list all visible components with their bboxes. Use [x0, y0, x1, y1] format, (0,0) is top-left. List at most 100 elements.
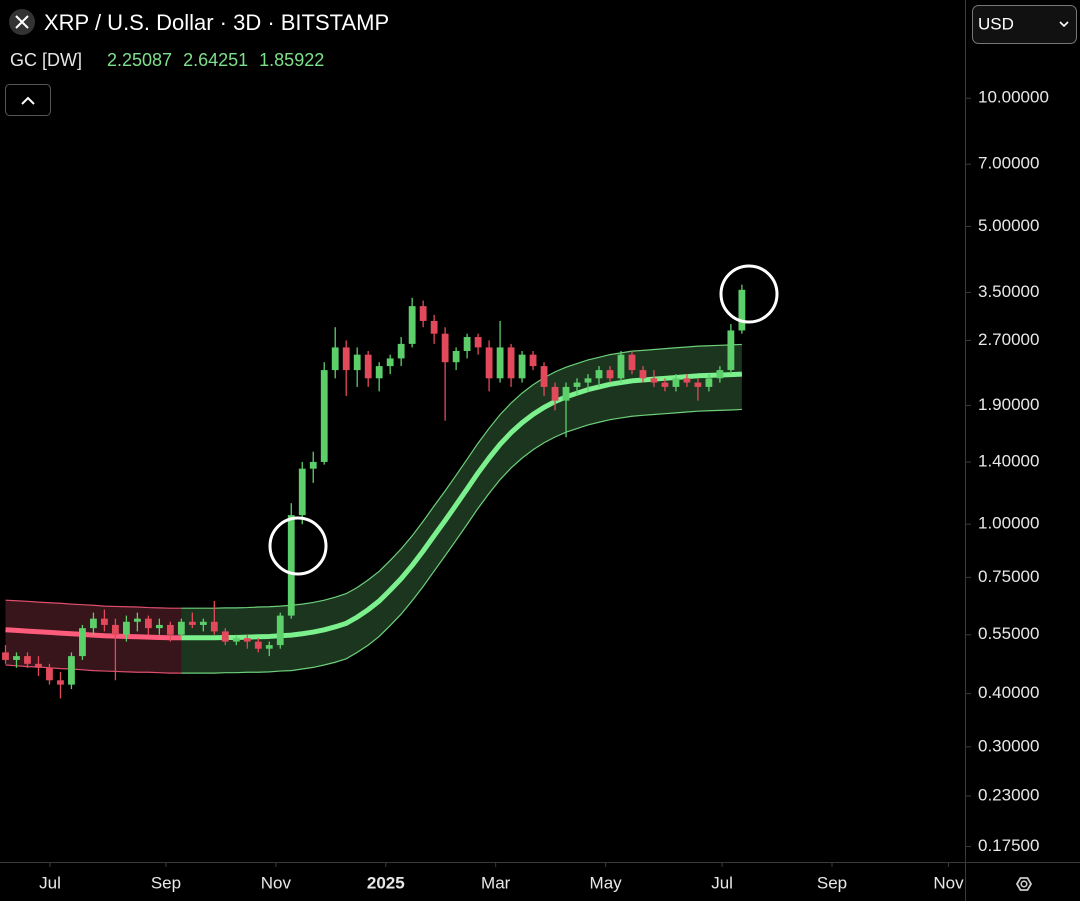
candle-body	[716, 370, 724, 379]
channel-band	[181, 344, 742, 674]
channel-edge	[5, 599, 182, 609]
plot-area	[2, 284, 746, 699]
candle-body	[705, 378, 713, 387]
settings-icon	[1020, 880, 1028, 888]
candle-body	[101, 618, 108, 625]
candle-body	[551, 386, 559, 401]
candle-body	[606, 370, 614, 379]
candle-body	[155, 624, 163, 629]
candle-body	[309, 461, 317, 469]
candle-body	[243, 638, 251, 642]
candle-body	[639, 370, 647, 379]
settings-icon	[1015, 877, 1033, 891]
candle-body	[353, 354, 361, 371]
collapse-icon	[21, 96, 35, 105]
y-tick-label: 0.75000	[978, 567, 1039, 586]
indicator-value: 2.25087	[107, 50, 172, 70]
candle-body	[375, 366, 383, 379]
candle-body	[419, 306, 427, 321]
y-tick-label: 7.00000	[978, 154, 1039, 173]
settings-button[interactable]	[1015, 877, 1033, 891]
candle-body	[144, 618, 152, 629]
candle-body	[13, 656, 20, 660]
candle-body	[90, 618, 97, 629]
channel-edge	[5, 664, 182, 674]
candle-body	[441, 333, 449, 363]
y-tick-label: 10.00000	[978, 88, 1049, 107]
candle-body	[46, 667, 53, 681]
currency-dropdown[interactable]	[972, 5, 1077, 44]
candle-body	[122, 621, 130, 635]
candle-body	[298, 468, 306, 516]
candle-body	[342, 347, 350, 371]
candle-body	[430, 320, 438, 334]
candle-body	[573, 382, 581, 387]
candle-body	[727, 330, 735, 371]
y-tick-label: 3.50000	[978, 282, 1039, 301]
candle-body	[683, 378, 691, 383]
x-tick-label: 2025	[367, 873, 405, 892]
candle-body	[672, 378, 680, 387]
indicator-value: 2.64251	[183, 50, 248, 70]
candle-body	[694, 382, 702, 387]
candle-body	[254, 641, 262, 649]
candle-body	[529, 354, 537, 367]
candle-body	[485, 347, 493, 379]
candle-body	[474, 337, 482, 348]
y-tick-label: 1.00000	[978, 514, 1039, 533]
dropdown-icon	[1059, 21, 1069, 28]
x-tick-label: Nov	[261, 873, 292, 892]
candle-body	[133, 618, 141, 622]
candle-body	[232, 638, 240, 642]
y-tick-label: 1.90000	[978, 395, 1039, 414]
x-tick-label: May	[590, 873, 623, 892]
candle-body	[507, 347, 515, 379]
candle-body	[287, 515, 295, 616]
y-tick-label: 2.70000	[978, 330, 1039, 349]
indicator-name: GC [DW]	[10, 50, 82, 70]
x-tick-label: Jul	[39, 873, 61, 892]
close-icon	[15, 15, 29, 29]
candle-body	[540, 366, 548, 387]
x-tick-label: Nov	[933, 873, 964, 892]
collapse-button[interactable]	[5, 84, 51, 116]
highlight-circle	[719, 264, 779, 324]
y-tick-label: 0.30000	[978, 736, 1039, 755]
candle-body	[628, 354, 636, 371]
candle-body	[386, 358, 394, 367]
candle-body	[562, 386, 570, 401]
candle-body	[166, 624, 174, 635]
candle-body	[463, 337, 471, 352]
y-axis: 10.00000 7.00000 5.00000 3.50000 2.70000 1.90…	[966, 88, 1049, 855]
y-tick-label: 0.17500	[978, 836, 1039, 855]
candle-body	[408, 306, 416, 344]
channel-mid	[5, 627, 182, 641]
candle-body	[79, 628, 86, 657]
candle-body	[111, 624, 119, 635]
candle-body	[452, 351, 460, 363]
candle-body	[265, 645, 273, 649]
x-tick-label: Sep	[151, 873, 181, 892]
candle-body	[35, 663, 42, 668]
candle-body	[331, 347, 339, 371]
chart-title: XRP / U.S. Dollar · 3D · BITSTAMP	[44, 10, 389, 35]
candle-body	[2, 652, 9, 660]
candle-body	[199, 621, 207, 625]
candle-body	[57, 680, 64, 685]
candle-body	[595, 370, 603, 379]
channel-edge	[181, 408, 742, 674]
candle-body	[661, 382, 669, 387]
channel-edge	[181, 343, 742, 609]
candle-body	[617, 354, 625, 379]
x-tick-label: Sep	[817, 873, 847, 892]
candle-body	[320, 370, 328, 462]
y-tick-label: 5.00000	[978, 216, 1039, 235]
y-tick-label: 1.40000	[978, 451, 1039, 470]
y-tick-label: 0.40000	[978, 683, 1039, 702]
candle-body	[650, 378, 658, 383]
candle-body	[210, 621, 218, 632]
channel-mid	[181, 371, 742, 641]
